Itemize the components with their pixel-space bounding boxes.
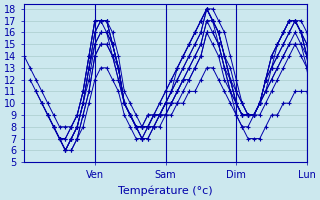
X-axis label: Température (°c): Température (°c) [118, 185, 213, 196]
